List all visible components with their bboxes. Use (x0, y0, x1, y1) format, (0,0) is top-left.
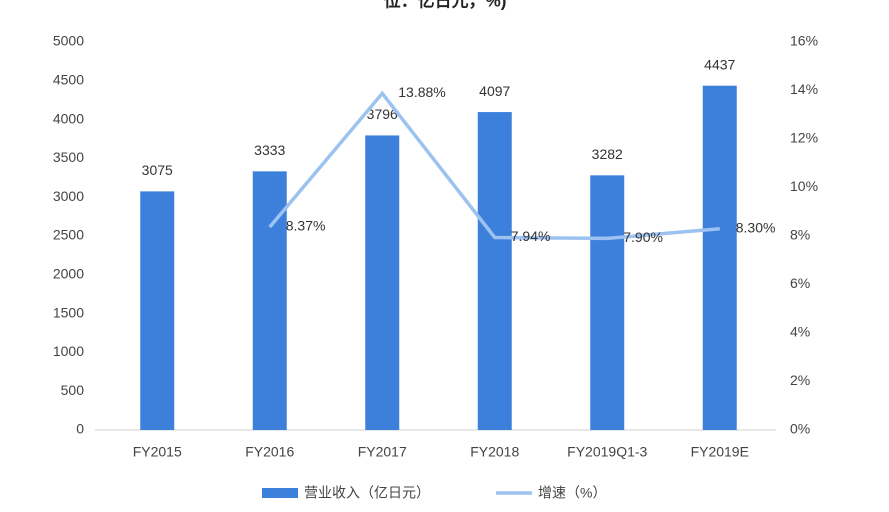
y2-tick-label: 0% (790, 421, 810, 437)
y2-tick-label: 4% (790, 324, 810, 340)
line-value-label: 7.94% (511, 228, 551, 244)
chart-title: 位：亿日元，%) (384, 0, 507, 10)
y-tick-label: 2000 (53, 266, 84, 282)
y-tick-label: 3500 (53, 149, 84, 165)
bar (702, 85, 737, 431)
y-tick-label: 1000 (53, 343, 84, 359)
line-value-label: 8.37% (286, 218, 326, 234)
y2-tick-label: 14% (790, 81, 818, 97)
line-value-label: 8.30% (736, 219, 776, 235)
x-tick-label: FY2019E (691, 444, 749, 460)
bar (590, 175, 625, 430)
legend-swatch (262, 488, 298, 498)
y-tick-label: 4000 (53, 110, 84, 126)
bar-value-label: 3796 (367, 106, 398, 122)
x-tick-label: FY2018 (470, 444, 519, 460)
y-tick-label: 1500 (53, 304, 84, 320)
bar-value-label: 3282 (592, 146, 623, 162)
y2-tick-label: 6% (790, 275, 810, 291)
y-tick-label: 4500 (53, 72, 84, 88)
line-value-label: 7.90% (623, 229, 663, 245)
line (268, 90, 720, 241)
y-tick-label: 0 (76, 421, 84, 437)
bar-value-label: 3075 (142, 162, 173, 178)
y2-tick-label: 16% (790, 33, 818, 49)
y2-tick-label: 8% (790, 227, 810, 243)
bar (252, 171, 287, 431)
y2-tick-label: 12% (790, 130, 818, 146)
bar-value-label: 4097 (479, 83, 510, 99)
x-tick-label: FY2017 (358, 444, 407, 460)
legend-label: 营业收入（亿日元） (304, 485, 430, 501)
line-value-label: 13.88% (398, 84, 445, 100)
bar (365, 135, 400, 430)
y-tick-label: 500 (61, 382, 85, 398)
bar (140, 191, 175, 430)
x-tick-label: FY2015 (133, 444, 182, 460)
y2-tick-label: 10% (790, 178, 818, 194)
bar-value-label: 4437 (704, 56, 735, 72)
legend-label: 增速（%） (538, 485, 606, 501)
x-tick-label: FY2019Q1-3 (567, 444, 647, 460)
y-tick-label: 5000 (53, 33, 84, 49)
bar (477, 112, 512, 430)
bar-value-label: 3333 (254, 142, 285, 158)
y2-tick-label: 2% (790, 372, 810, 388)
y-tick-label: 3000 (53, 188, 84, 204)
y-tick-label: 2500 (53, 227, 84, 243)
x-tick-label: FY2016 (245, 444, 294, 460)
